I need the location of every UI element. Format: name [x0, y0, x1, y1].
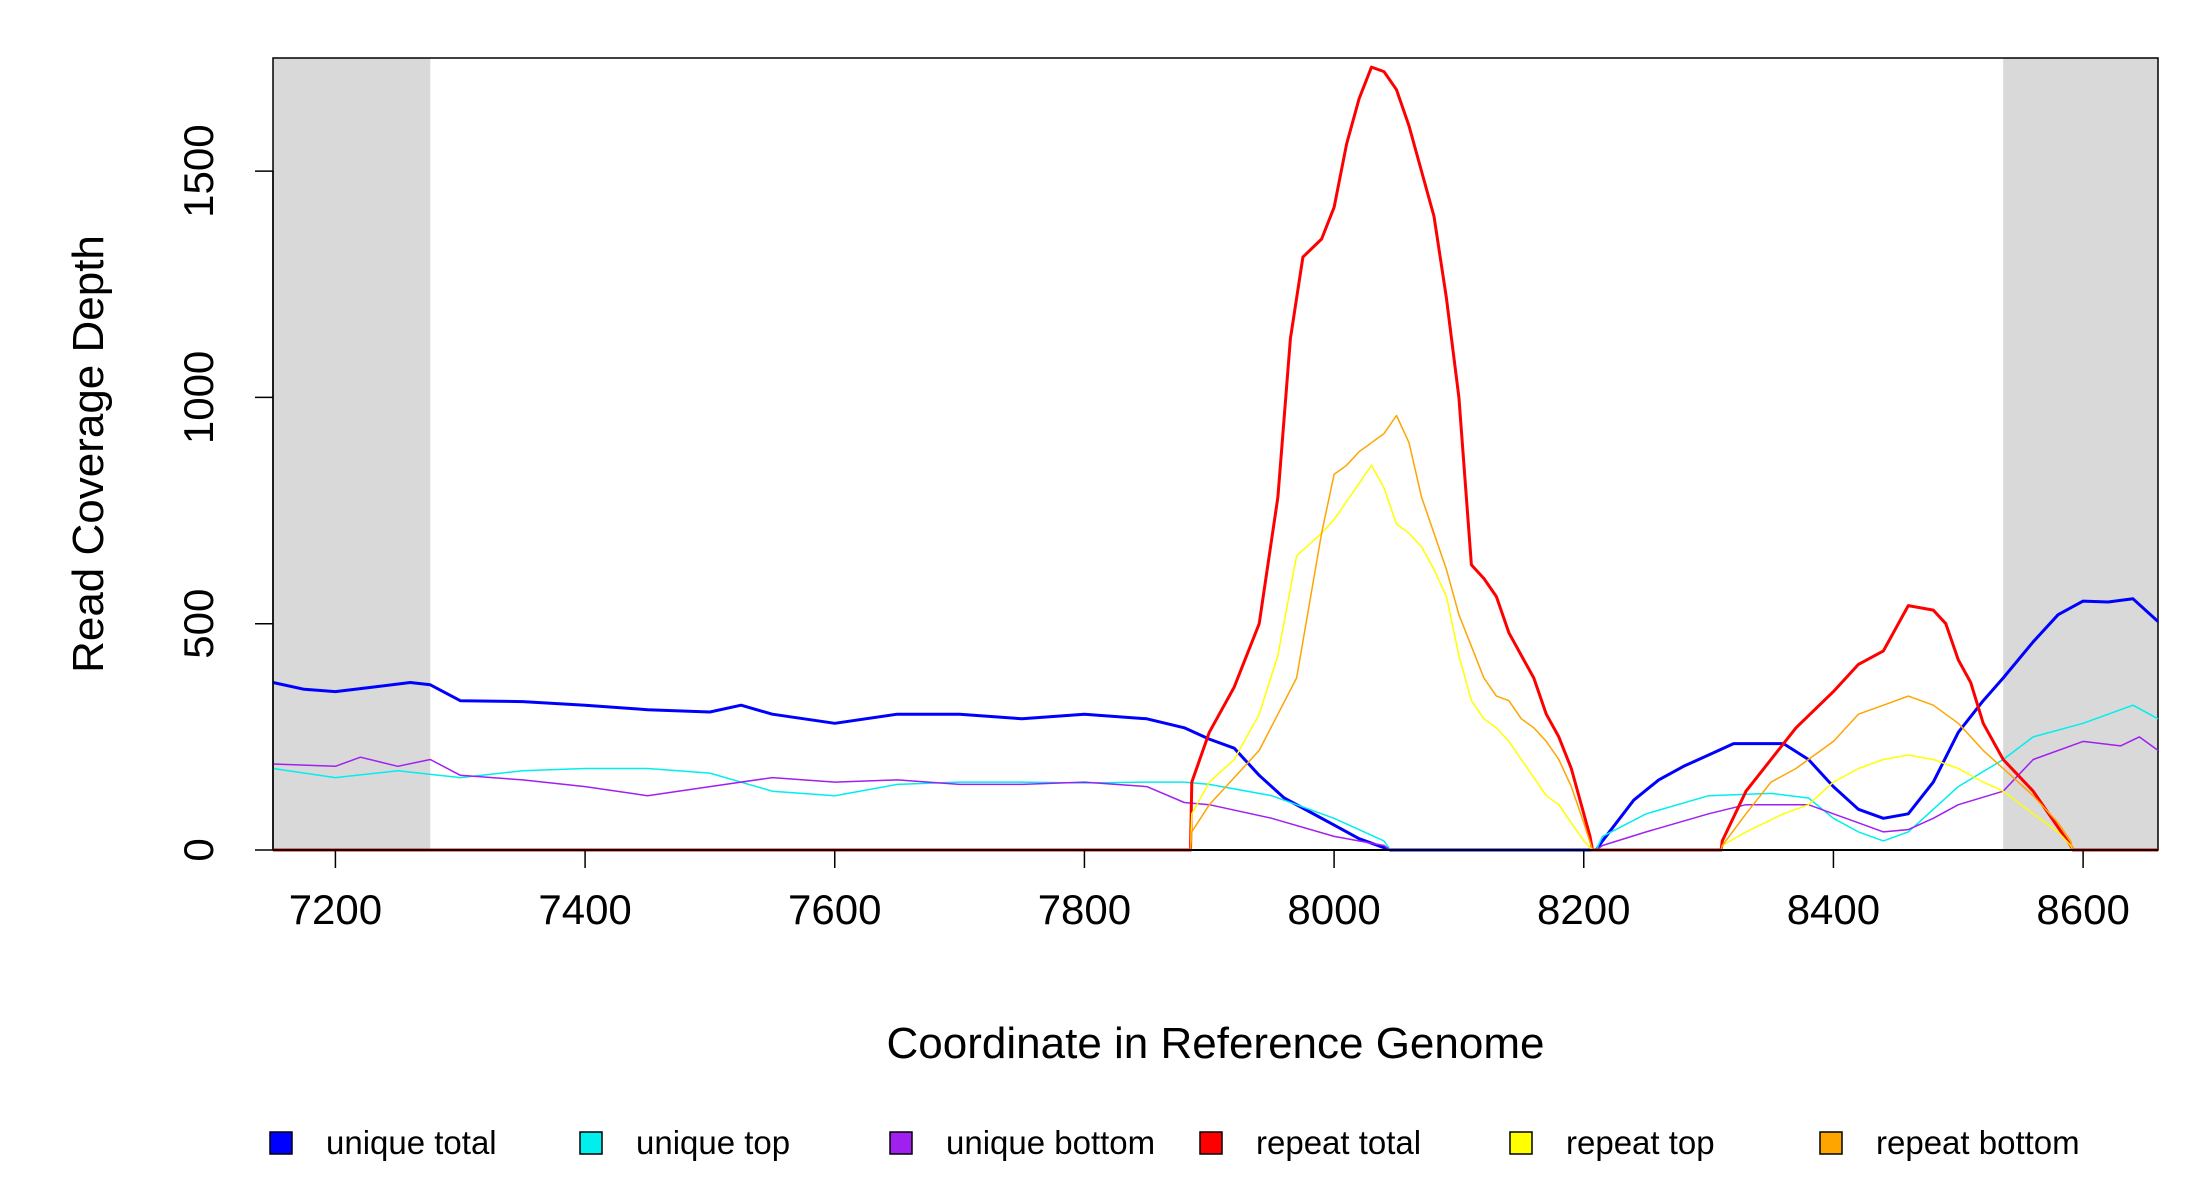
x-tick-label: 7400 [538, 886, 631, 933]
shaded-regions [273, 58, 2158, 850]
series-line-unique-bottom [272, 736, 2159, 851]
plot-frame [272, 57, 2159, 851]
x-tick-label: 8200 [1537, 886, 1630, 933]
x-axis: 7200 7400 7600 7800 8000 8200 8400 8600 [289, 850, 2130, 933]
legend-swatch [1509, 1131, 1533, 1155]
shaded-region-1 [2003, 58, 2158, 850]
x-tick-label: 7200 [289, 886, 382, 933]
y-tick-label: 0 [175, 838, 222, 861]
x-tick-label: 8600 [2036, 886, 2129, 933]
legend-swatch [1199, 1131, 1223, 1155]
y-axis: 0 500 1000 1500 [175, 124, 274, 862]
legend-swatch [269, 1131, 293, 1155]
series-line-unique-total [272, 597, 2160, 852]
legend-label: unique total [326, 1124, 497, 1161]
legend-label: repeat total [1256, 1124, 1421, 1161]
legend: unique total unique top unique bottom repea… [269, 1124, 2080, 1161]
series-line-repeat-top [273, 464, 2158, 851]
legend-swatch [579, 1131, 603, 1155]
y-tick-label: 1000 [175, 351, 222, 444]
x-axis-label: Coordinate in Reference Genome [887, 1019, 1545, 1068]
legend-swatch [1819, 1131, 1843, 1155]
y-tick-label: 1500 [175, 124, 222, 217]
shaded-region-0 [273, 58, 431, 850]
legend-label: repeat bottom [1876, 1124, 2080, 1161]
series-line-repeat-total [273, 65, 2158, 852]
series-line-unique-top [272, 704, 2159, 851]
y-tick-label: 500 [175, 589, 222, 659]
x-tick-label: 8000 [1287, 886, 1380, 933]
x-tick-label: 7800 [1038, 886, 1131, 933]
legend-label: unique top [636, 1124, 790, 1161]
x-tick-label: 7600 [788, 886, 881, 933]
legend-swatch [889, 1131, 913, 1155]
legend-label: repeat top [1566, 1124, 1715, 1161]
y-axis-label: Read Coverage Depth [64, 235, 113, 673]
legend-label: unique bottom [946, 1124, 1155, 1161]
series-line-repeat-bottom [273, 414, 2158, 851]
series-lines [272, 65, 2160, 852]
x-tick-label: 8400 [1787, 886, 1880, 933]
